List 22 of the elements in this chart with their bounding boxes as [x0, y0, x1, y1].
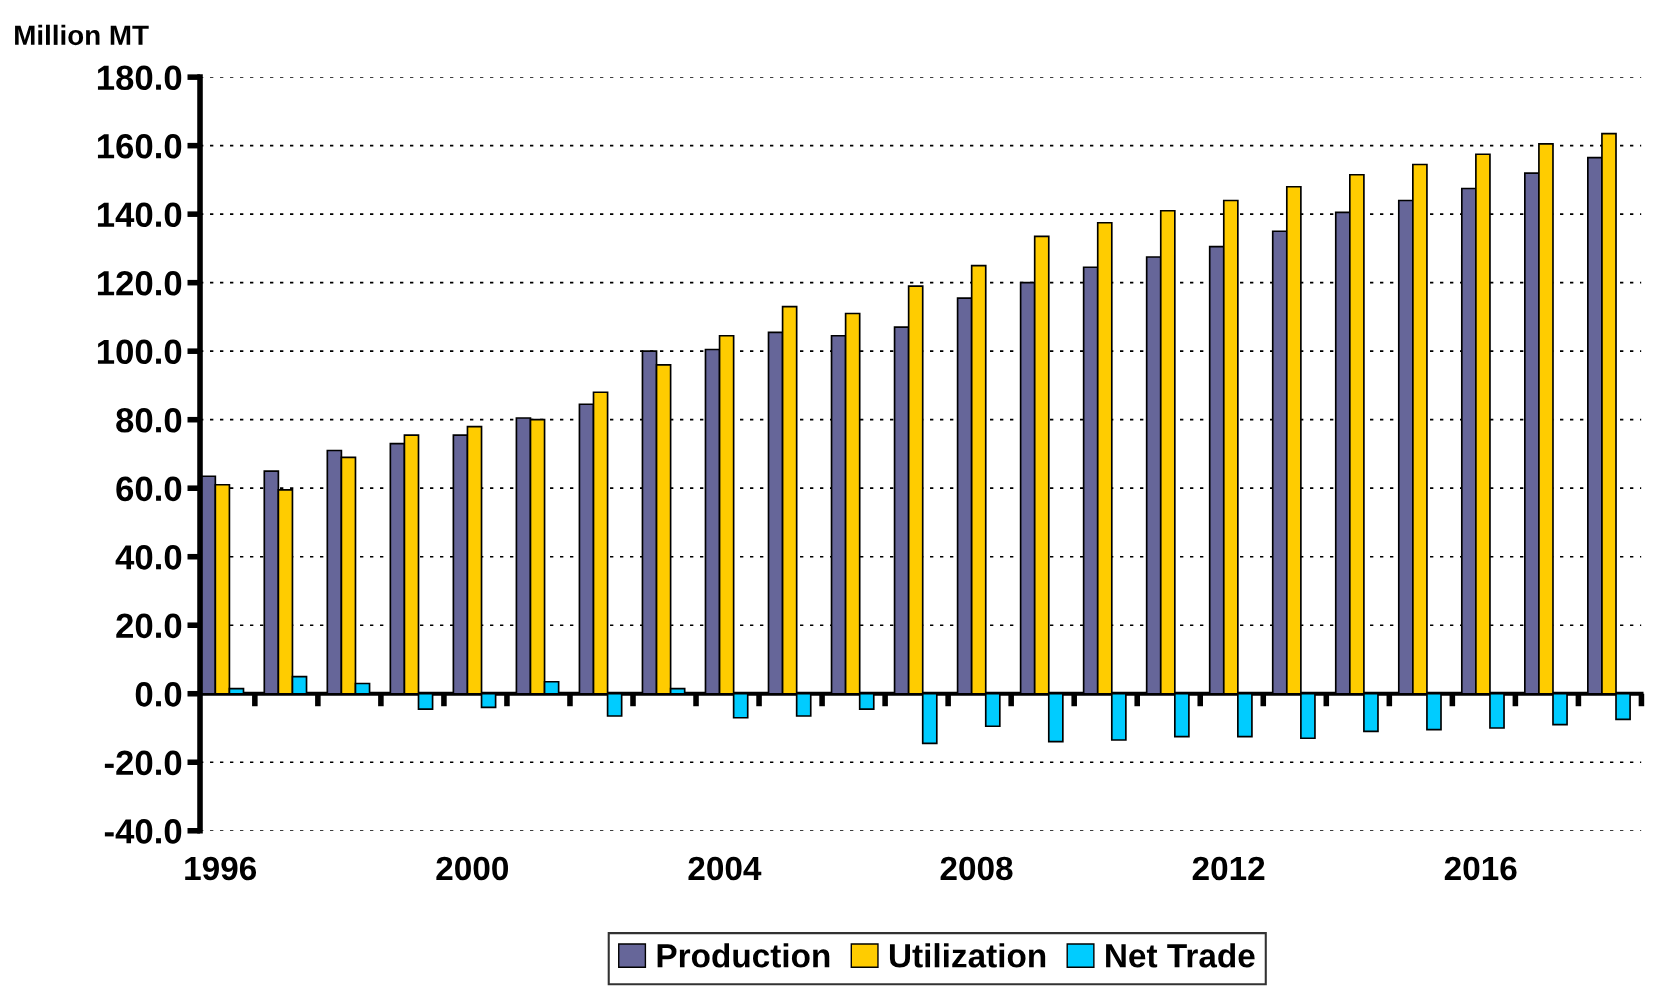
x-tick-label: 2000 — [436, 856, 508, 881]
x-tick-label: 2004 — [688, 856, 762, 881]
y-tick-label: 120.0 — [97, 271, 182, 296]
x-tick-label: 2008 — [940, 856, 1013, 881]
y-tick-label: 80.0 — [116, 408, 182, 433]
y-axis-title: Million MT — [15, 24, 149, 46]
x-tick-label: 1996 — [185, 856, 257, 881]
y-tick-label: 60.0 — [116, 476, 182, 502]
legend-label: Production — [657, 943, 830, 968]
y-tick-label: 0.0 — [135, 682, 182, 707]
legend-label: Net Trade — [1106, 943, 1255, 968]
y-tick-label: -20.0 — [104, 750, 182, 776]
x-tick-label: 2016 — [1444, 856, 1517, 881]
y-tick-label: 40.0 — [115, 545, 182, 570]
y-tick-label: 20.0 — [116, 613, 182, 639]
y-tick-label: 180.0 — [97, 65, 182, 91]
y-tick-label: 160.0 — [97, 133, 182, 159]
legend-label: Utilization — [889, 943, 1046, 968]
y-tick-label: 140.0 — [97, 202, 182, 228]
y-tick-label: 100.0 — [97, 339, 182, 365]
y-tick-label: -40.0 — [104, 819, 182, 844]
x-tick-label: 2012 — [1192, 856, 1265, 881]
